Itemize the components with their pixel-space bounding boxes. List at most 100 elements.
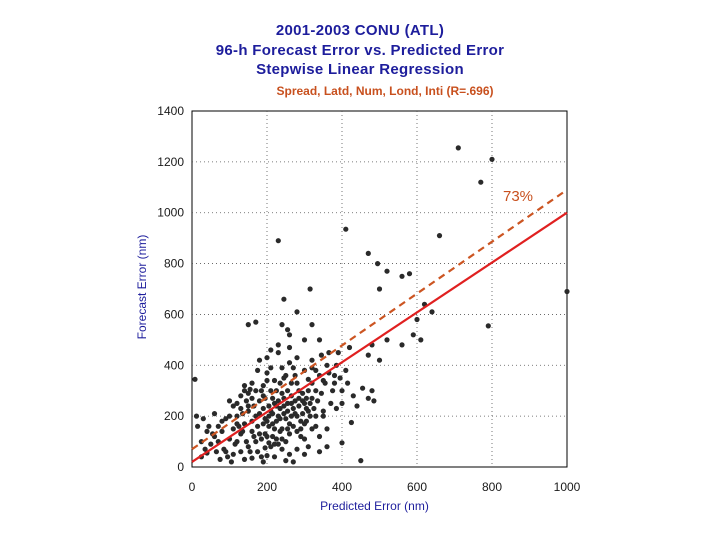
x-tick-label: 1000: [554, 480, 581, 494]
data-point: [286, 431, 293, 437]
data-point: [270, 433, 276, 440]
data-point: [268, 444, 274, 450]
data-point: [478, 179, 484, 185]
data-point: [313, 367, 319, 373]
data-point: [375, 261, 381, 267]
data-point: [294, 380, 300, 386]
data-point: [258, 388, 264, 394]
data-point: [230, 426, 236, 432]
data-point: [283, 416, 289, 422]
data-point: [226, 413, 233, 419]
x-tick-label: 0: [189, 480, 196, 494]
data-point: [268, 388, 274, 394]
data-point: [307, 286, 313, 292]
data-point: [277, 416, 283, 422]
x-tick-label: 800: [482, 480, 502, 494]
data-point: [318, 352, 324, 358]
data-point: [429, 309, 435, 315]
data-point: [273, 418, 279, 424]
data-point: [294, 309, 300, 315]
data-point: [313, 413, 319, 419]
data-point: [245, 322, 251, 328]
data-point: [255, 367, 261, 373]
data-point: [290, 423, 296, 429]
data-point: [266, 440, 272, 446]
data-point: [256, 398, 263, 404]
data-point: [288, 400, 294, 406]
data-point: [376, 357, 383, 363]
data-point: [253, 388, 259, 394]
data-point: [309, 395, 315, 401]
data-point: [292, 411, 298, 417]
data-point: [343, 367, 349, 373]
data-point: [414, 316, 420, 323]
x-tick-label: 600: [407, 480, 427, 494]
data-point: [376, 286, 383, 292]
data-point: [279, 322, 285, 328]
data-point: [230, 403, 236, 409]
data-point: [262, 445, 268, 451]
data-point: [296, 395, 302, 401]
data-point: [243, 398, 249, 404]
data-point: [275, 342, 281, 348]
data-point: [270, 395, 276, 401]
data-point: [455, 145, 461, 151]
data-point: [292, 372, 298, 379]
data-point: [241, 383, 248, 389]
data-point: [311, 405, 317, 412]
data-point: [247, 386, 253, 392]
data-point: [436, 233, 443, 239]
data-point: [335, 350, 341, 356]
data-point: [365, 395, 371, 401]
data-point: [255, 449, 261, 455]
data-point: [358, 458, 364, 464]
data-point: [489, 156, 495, 162]
data-point: [266, 403, 272, 409]
data-point: [279, 390, 285, 396]
data-point: [301, 400, 308, 406]
data-point: [384, 337, 390, 343]
data-point: [305, 376, 311, 382]
data-point: [305, 444, 311, 450]
data-point: [285, 408, 291, 414]
data-point: [309, 357, 315, 363]
data-point: [213, 449, 219, 455]
data-point: [343, 226, 349, 232]
data-point: [320, 413, 326, 419]
data-point: [285, 327, 291, 333]
data-point: [285, 388, 291, 394]
data-point: [260, 405, 266, 412]
data-point: [264, 377, 270, 384]
data-point: [281, 403, 287, 409]
data-point: [281, 411, 287, 417]
data-point: [251, 433, 257, 440]
data-point: [283, 439, 289, 445]
data-point: [241, 456, 248, 462]
data-point: [303, 405, 309, 412]
data-point: [307, 413, 313, 419]
data-point: [286, 344, 293, 351]
data-point: [406, 271, 413, 277]
data-point: [354, 403, 360, 409]
data-point: [249, 395, 255, 401]
data-point: [418, 337, 424, 343]
data-point: [294, 355, 300, 361]
data-point: [223, 449, 229, 455]
data-point: [300, 411, 306, 417]
data-point: [313, 388, 319, 394]
data-point: [331, 372, 338, 379]
x-axis-label: Predicted Error (nm): [320, 499, 429, 513]
data-point: [371, 398, 377, 404]
data-point: [316, 449, 323, 455]
data-point: [219, 418, 225, 424]
data-point: [279, 436, 285, 442]
data-point: [324, 426, 330, 432]
data-point: [262, 431, 268, 437]
data-point: [249, 380, 255, 386]
regression-fit-line: [191, 211, 568, 463]
data-point: [365, 352, 371, 358]
x-tick-label: 200: [257, 480, 277, 494]
data-point: [238, 449, 244, 455]
dashed-line: [191, 188, 568, 451]
data-point: [275, 441, 281, 447]
